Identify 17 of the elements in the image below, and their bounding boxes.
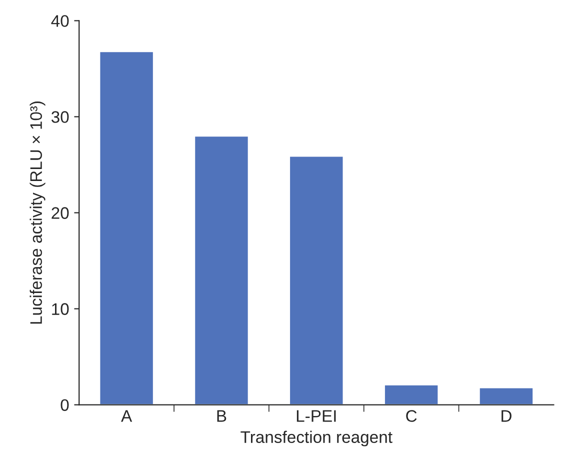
x-tick-label: A [121,410,132,422]
bar [288,155,344,405]
y-tick-label: 0 [60,399,69,412]
x-tick-label: B [217,410,226,422]
y-tick-label: 20 [52,207,69,219]
y-tick-label: 30 [51,111,69,123]
bar [384,384,440,405]
y-tick-label: 10 [52,303,69,315]
x-tick-label: C [406,410,417,422]
bar [478,386,534,405]
x-axis-title: Transfection reagent [240,430,392,446]
x-tick-label: D [502,410,512,422]
bar [98,50,154,405]
x-tick-label: L-PEI [296,410,336,422]
y-tick-label: 40 [51,15,69,27]
bar [194,135,250,405]
y-axis-title: Luciferase activity (RLU × 10³) [30,101,46,324]
